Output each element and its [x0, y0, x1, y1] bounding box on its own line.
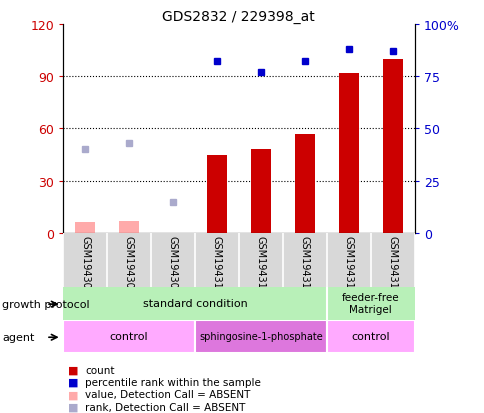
Text: ■: ■	[68, 389, 78, 399]
Text: growth protocol: growth protocol	[2, 299, 90, 309]
Text: ■: ■	[68, 377, 78, 387]
Text: agent: agent	[2, 332, 35, 342]
Text: GSM194307: GSM194307	[80, 235, 90, 294]
Text: control: control	[351, 332, 389, 342]
Text: count: count	[85, 365, 114, 375]
Bar	[75, 223, 95, 233]
Bar	[294, 134, 314, 233]
Text: ■: ■	[68, 365, 78, 375]
Text: GSM194313: GSM194313	[343, 235, 353, 294]
Bar	[119, 221, 138, 233]
Text: sphingosine-1-phosphate: sphingosine-1-phosphate	[198, 332, 322, 342]
Text: GSM194309: GSM194309	[167, 235, 178, 294]
Text: GSM194312: GSM194312	[299, 235, 309, 294]
Bar	[326, 320, 414, 353]
Text: GSM194308: GSM194308	[124, 235, 134, 294]
Text: feeder-free
Matrigel: feeder-free Matrigel	[341, 293, 399, 314]
Text: GSM194311: GSM194311	[256, 235, 265, 294]
Bar	[195, 320, 326, 353]
Title: GDS2832 / 229398_at: GDS2832 / 229398_at	[162, 10, 315, 24]
Bar	[250, 150, 270, 233]
Text: rank, Detection Call = ABSENT: rank, Detection Call = ABSENT	[85, 402, 245, 412]
Bar	[338, 74, 358, 233]
Text: ■: ■	[68, 402, 78, 412]
Text: GSM194314: GSM194314	[387, 235, 397, 294]
Bar	[63, 320, 195, 353]
Bar	[382, 59, 402, 233]
Text: GSM194310: GSM194310	[212, 235, 221, 294]
Text: value, Detection Call = ABSENT: value, Detection Call = ABSENT	[85, 389, 250, 399]
Bar	[207, 155, 227, 233]
Text: control: control	[109, 332, 148, 342]
Text: percentile rank within the sample: percentile rank within the sample	[85, 377, 260, 387]
Text: standard condition: standard condition	[142, 299, 247, 309]
